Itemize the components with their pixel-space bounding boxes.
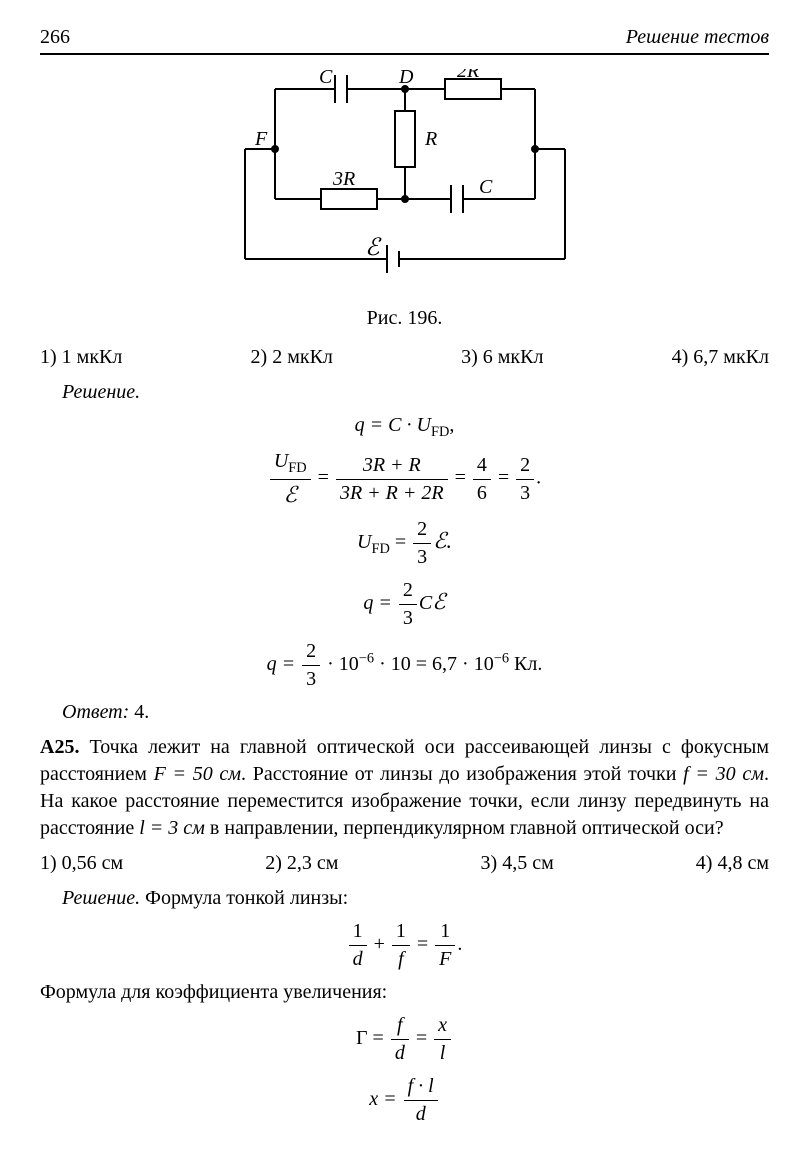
- q24-option-4: 4) 6,7 мкКл: [672, 344, 769, 371]
- eq4-C: C: [419, 592, 432, 614]
- tle-plus: +: [369, 933, 390, 955]
- eq5-ma: · 10: [322, 653, 359, 675]
- thin-lens-eq: 1d + 1f = 1F.: [40, 918, 769, 973]
- answer-value: 4.: [134, 701, 149, 723]
- page-number: 266: [40, 24, 70, 51]
- x-eq: x = f · ld: [40, 1073, 769, 1128]
- tle-n1: 1: [349, 918, 367, 945]
- eq3-eq: =: [390, 531, 411, 553]
- q24-answer: Ответ: 4.: [40, 699, 769, 726]
- tle-eq: =: [412, 933, 433, 955]
- label-3R: 3R: [332, 168, 355, 190]
- eq2-23d: 3: [516, 479, 534, 507]
- q25-F: F = 50 см: [154, 763, 241, 785]
- magnification-eq: Γ = fd = xl: [40, 1012, 769, 1067]
- eq2-num-U: U: [274, 450, 288, 472]
- tle-d3: F: [435, 945, 455, 973]
- mag-lhs: Γ =: [356, 1027, 389, 1049]
- q25-sol-label: Решение.: [62, 887, 140, 909]
- label-C1: C: [319, 69, 333, 88]
- tle-n2: 1: [392, 918, 410, 945]
- eq-line-4: q = 23Cℰ: [40, 577, 769, 632]
- q25-solution-line: Решение. Формула тонкой линзы:: [40, 885, 769, 912]
- q25-l: l = 3 см: [139, 817, 205, 839]
- q25-tb: . Расстояние от линзы до изображения это…: [241, 763, 683, 785]
- eq5-mb: · 10 = 6,7 · 10: [374, 653, 494, 675]
- eq5-n: 2: [302, 638, 320, 665]
- circuit-svg: C D 2R F R 3R C ℰ: [235, 69, 575, 289]
- mag-n1: f: [391, 1012, 409, 1039]
- figure-caption: Рис. 196.: [40, 305, 769, 332]
- tle-tail: .: [457, 933, 462, 955]
- eq2-num-sub: FD: [288, 460, 306, 476]
- eq-line-5: q = 23 · 10−6 · 10 = 6,7 · 10−6 Кл.: [40, 638, 769, 693]
- page-header: 266 Решение тестов: [40, 24, 769, 55]
- mag-d1: d: [391, 1039, 409, 1067]
- xeq-d: d: [404, 1100, 438, 1128]
- q25-options: 1) 0,56 см 2) 2,3 см 3) 4,5 см 4) 4,8 см: [40, 850, 769, 877]
- eq2-46n: 4: [473, 452, 491, 479]
- q24-option-3: 3) 6 мкКл: [461, 344, 543, 371]
- q24-option-2: 2) 2 мкКл: [251, 344, 333, 371]
- eq-line-3: UFD = 23ℰ.: [40, 516, 769, 571]
- label-F: F: [254, 128, 268, 150]
- tle-n3: 1: [435, 918, 455, 945]
- eq4-n: 2: [399, 577, 417, 604]
- eq3-d: 3: [413, 543, 431, 571]
- eq3-U: U: [357, 531, 371, 553]
- label-2R: 2R: [457, 69, 479, 82]
- q25-td: в направлении, перпендикулярном главной …: [205, 817, 724, 839]
- eq5-d: 3: [302, 665, 320, 693]
- eq2-num-mid: 3R + R: [336, 452, 448, 479]
- q24-options: 1) 1 мкКл 2) 2 мкКл 3) 6 мкКл 4) 6,7 мкК…: [40, 344, 769, 371]
- eq2-den-mid: 3R + R + 2R: [336, 479, 448, 507]
- eq2-tail: .: [536, 467, 541, 489]
- q25-option-1: 1) 0,56 см: [40, 850, 123, 877]
- xeq-n: f · l: [404, 1073, 438, 1100]
- q25-option-2: 2) 2,3 см: [265, 850, 338, 877]
- q25-line2: Формула для коэффициента увеличения:: [40, 979, 769, 1006]
- q24-solution-label: Решение.: [40, 379, 769, 406]
- q25-line1: Формула тонкой линзы:: [140, 887, 348, 909]
- q25-text: А25. Точка лежит на главной оптической о…: [40, 734, 769, 842]
- eq1-sub: FD: [431, 424, 449, 440]
- eq5-tail: Кл.: [509, 653, 542, 675]
- eq1-lhs: q = C · U: [355, 414, 431, 436]
- eq2-den-E: ℰ: [284, 482, 297, 507]
- eq4-E: ℰ: [432, 589, 445, 614]
- tle-d2: f: [392, 945, 410, 973]
- q25-label: А25.: [40, 736, 79, 758]
- mag-d2: l: [434, 1039, 451, 1067]
- eq-line-1: q = C · UFD,: [40, 412, 769, 442]
- eq3-n: 2: [413, 516, 431, 543]
- eq5-e1: −6: [359, 650, 374, 666]
- mag-n2: x: [434, 1012, 451, 1039]
- eq2-46d: 6: [473, 479, 491, 507]
- label-EMF: ℰ: [365, 235, 382, 261]
- eq3-rhs: ℰ.: [433, 528, 452, 553]
- tle-d1: d: [349, 945, 367, 973]
- label-D: D: [398, 69, 414, 88]
- label-R: R: [424, 128, 437, 150]
- answer-label: Ответ:: [62, 701, 129, 723]
- q25-option-3: 3) 4,5 см: [481, 850, 554, 877]
- eq4-d: 3: [399, 604, 417, 632]
- circuit-figure: C D 2R F R 3R C ℰ: [40, 69, 769, 297]
- eq-line-2: UFD ℰ = 3R + R 3R + R + 2R = 4 6 = 2 3 .: [40, 448, 769, 509]
- eq5-e2: −6: [494, 650, 509, 666]
- mag-eq: =: [411, 1027, 432, 1049]
- xeq-lhs: x =: [369, 1088, 401, 1110]
- eq2-23n: 2: [516, 452, 534, 479]
- q24-option-1: 1) 1 мкКл: [40, 344, 122, 371]
- eq1-tail: ,: [449, 414, 454, 436]
- eq4-lhs: q =: [363, 592, 397, 614]
- q25-option-4: 4) 4,8 см: [696, 850, 769, 877]
- eq5-lhs: q =: [267, 653, 301, 675]
- q25-f: f = 30 см: [683, 763, 764, 785]
- section-title: Решение тестов: [626, 24, 769, 51]
- eq3-sub: FD: [371, 541, 389, 557]
- label-C2: C: [479, 176, 493, 198]
